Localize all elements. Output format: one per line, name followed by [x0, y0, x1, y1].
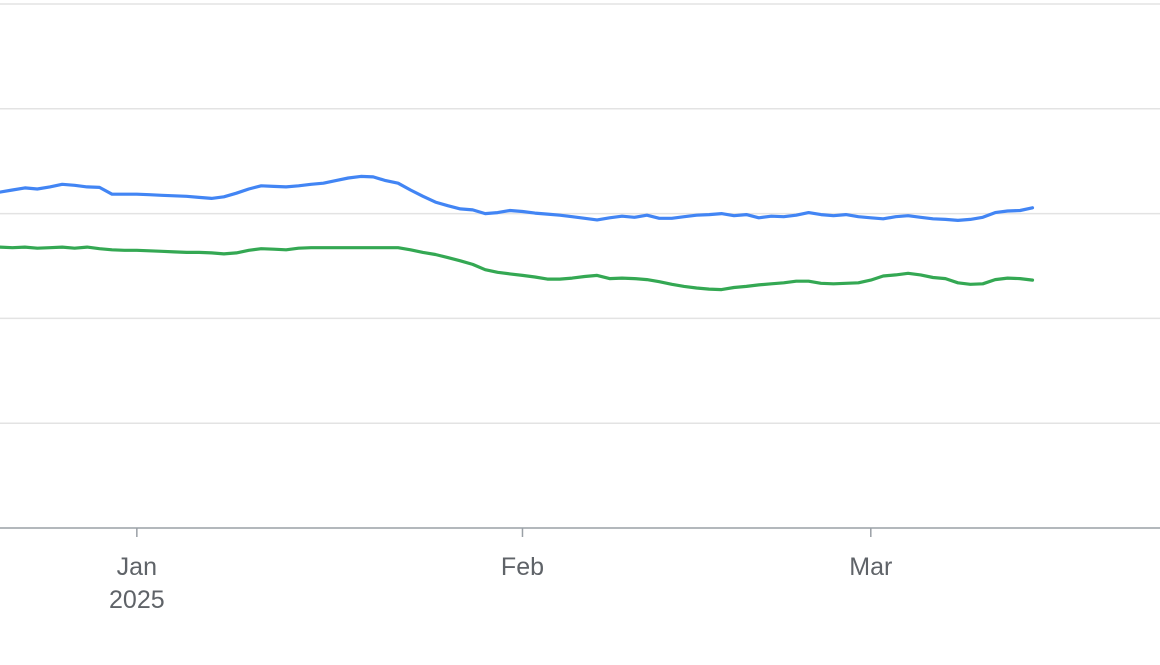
- x-tick-label-1: Feb: [501, 553, 544, 581]
- x-tick-label-2: Mar: [849, 553, 892, 581]
- x-tick-sublabel-0: 2025: [109, 586, 165, 614]
- series-line-0: [0, 174, 1035, 222]
- series-lines: [0, 174, 1035, 292]
- gridlines: [0, 3, 1160, 424]
- x-tick-label-0: Jan: [117, 553, 157, 581]
- x-axis-ticks: Jan 2025 Feb Mar: [109, 528, 892, 614]
- series-line-1: [0, 245, 1035, 292]
